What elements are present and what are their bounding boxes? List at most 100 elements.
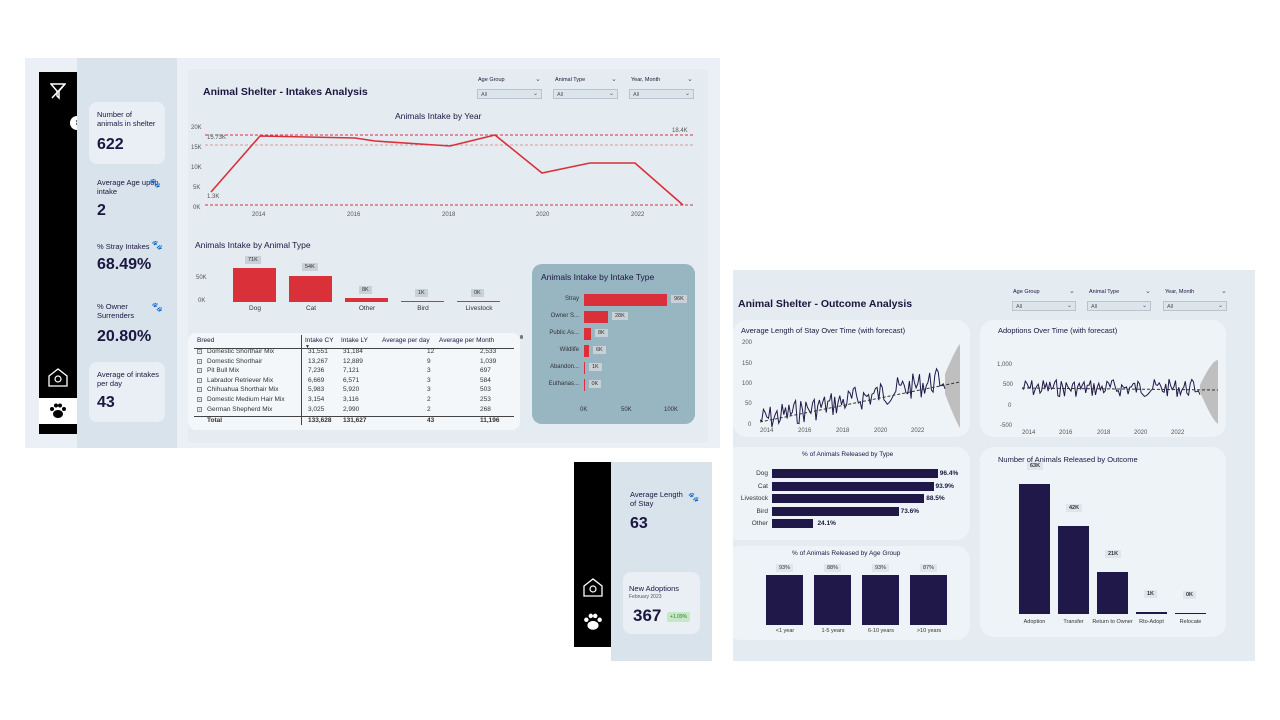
column-divider: [301, 335, 302, 425]
column-header[interactable]: Average per day: [382, 337, 430, 344]
expand-icon[interactable]: +: [197, 387, 202, 393]
slicer-animal-type[interactable]: All ⌄: [553, 89, 618, 99]
x-tick: 2020: [874, 428, 888, 434]
table-row[interactable]: + Pit Bull Mix 7,236 7,121 3 697: [188, 367, 520, 376]
released-age-bar[interactable]: [910, 575, 947, 625]
table-cell: 7,121: [343, 367, 360, 375]
expand-icon[interactable]: +: [197, 397, 202, 402]
column-header[interactable]: Intake CY: [305, 337, 334, 344]
kpi-label: Average Length of Stay: [630, 490, 683, 508]
released-type-bar[interactable]: [772, 506, 899, 516]
table-cell: Labrador Retriever Mix: [207, 376, 274, 384]
table-cell: 6,669: [308, 376, 325, 384]
category-label: Euthanas...: [548, 381, 579, 387]
expand-icon[interactable]: +: [197, 349, 202, 354]
table-row[interactable]: + Labrador Retriever Mix 6,669 6,571 3 584: [188, 377, 520, 386]
chevron-down-icon: ⌄: [532, 91, 538, 97]
x-tick: 2014: [252, 212, 266, 218]
slicer-label-age-group: Age Group: [1013, 289, 1040, 295]
x-tick: 2018: [1097, 430, 1111, 436]
paw-icon[interactable]: [583, 612, 603, 632]
slicer-age-group[interactable]: All ⌄: [1012, 301, 1076, 311]
chevron-down-icon[interactable]: ⌄: [1221, 288, 1227, 295]
chevron-down-icon[interactable]: ⌄: [687, 76, 693, 83]
released-age-bar[interactable]: [814, 575, 851, 625]
intake-type-bar[interactable]: [584, 362, 585, 374]
table-cell: 6,571: [343, 376, 360, 384]
header-divider: [194, 348, 514, 349]
expand-icon[interactable]: +: [197, 358, 202, 364]
released-type-bar[interactable]: [772, 481, 934, 491]
dog-house-icon[interactable]: [582, 576, 604, 598]
chevron-down-icon[interactable]: ⌄: [1069, 288, 1075, 295]
category-label: Bird: [756, 507, 768, 515]
expand-icon[interactable]: +: [197, 406, 202, 412]
trend-line: [1022, 387, 1218, 391]
bar-cat[interactable]: [289, 276, 332, 302]
sort-desc-icon: ▼: [305, 344, 310, 350]
table-row[interactable]: + Domestic Shorthair Mix 31,551 31,184 12 2,5…: [188, 348, 520, 357]
max-annotation: 18.4K: [672, 128, 688, 134]
bar-livestock[interactable]: [457, 301, 500, 302]
intake-type-bar[interactable]: [584, 294, 667, 306]
kpi-card-owner-surrenders: % Owner Surrenders 🐾 20.80%: [89, 294, 165, 356]
chevron-down-icon: ⌄: [1141, 303, 1147, 309]
slicer-year-month[interactable]: All ⌄: [1163, 301, 1227, 311]
released-type-bar[interactable]: [772, 469, 938, 478]
column-header[interactable]: Intake LY: [341, 337, 368, 344]
table-row[interactable]: + Domestic Medium Hair Mix 3,154 3,116 2 253: [188, 396, 520, 405]
released-outcome-bar[interactable]: [1097, 572, 1128, 614]
released-outcome-bar[interactable]: [1019, 484, 1050, 614]
category-label: >10 years: [916, 628, 942, 634]
column-header[interactable]: Average per Month: [439, 337, 495, 344]
slicer-value: All: [1091, 304, 1098, 310]
intake-type-bar[interactable]: [584, 345, 589, 357]
slicer-label-year-month: Year, Month: [1165, 289, 1195, 295]
chevron-down-icon[interactable]: ⌄: [1145, 288, 1151, 295]
column-header[interactable]: Breed: [197, 337, 215, 344]
chevron-down-icon[interactable]: ⌄: [611, 76, 617, 83]
paw-nav-icon[interactable]: [39, 398, 77, 424]
table-cell: 3,116: [343, 396, 359, 403]
category-label: Other: [358, 305, 376, 312]
bar-data-label: 24.1%: [817, 520, 836, 527]
slicer-age-group[interactable]: All ⌄: [477, 89, 542, 99]
y-tick: 1,000: [997, 362, 1013, 368]
slicer-animal-type[interactable]: All ⌄: [1087, 301, 1151, 311]
bar-other[interactable]: [345, 298, 388, 302]
released-type-bar[interactable]: [772, 494, 925, 503]
intake-type-chart-title: Animals Intake by Intake Type: [541, 272, 655, 282]
x-tick: 2022: [911, 428, 925, 434]
x-tick: 2020: [536, 212, 550, 218]
chevron-down-icon[interactable]: ⌄: [535, 76, 541, 83]
x-tick: 2016: [1059, 430, 1073, 436]
dog-house-icon[interactable]: [47, 366, 69, 388]
expand-icon[interactable]: +: [197, 377, 202, 383]
bar-data-label: 96.4%: [939, 470, 959, 477]
bar-data-label: 88%: [824, 564, 842, 572]
released-outcome-bar[interactable]: [1058, 526, 1089, 614]
table-row[interactable]: + Domestic Shorthair 13,267 12,889 9 1,039: [188, 358, 520, 367]
slicer-year-month[interactable]: All ⌄: [629, 89, 694, 99]
table-row[interactable]: + Chihuahua Shorthair Mix 5,983 5,920 3 503: [188, 386, 520, 395]
intake-type-bar[interactable]: [584, 328, 591, 340]
bar-data-label: 6K: [593, 346, 606, 354]
released-age-bar[interactable]: [766, 575, 803, 625]
bar-bird[interactable]: [401, 301, 444, 302]
kpi-value: 367: [633, 606, 662, 625]
released-age-bar[interactable]: [862, 575, 899, 625]
bar-data-label: 1K: [415, 289, 428, 297]
intake-type-bar[interactable]: [584, 379, 585, 391]
released-outcome-bar[interactable]: [1136, 612, 1167, 614]
table-row[interactable]: + German Shepherd Mix 3,025 2,990 2 268: [188, 406, 520, 415]
expand-icon[interactable]: +: [197, 368, 202, 374]
bar-dog[interactable]: [233, 268, 276, 302]
intake-type-bar[interactable]: [584, 311, 608, 323]
total-cell: 133,628: [308, 417, 332, 424]
released-outcome-bar[interactable]: [1175, 613, 1206, 614]
scrollbar[interactable]: [520, 335, 523, 339]
category-label: Wildlife: [559, 347, 579, 353]
outcome-dashboard: Animal Shelter - Outcome Analysis Age Gr…: [733, 270, 1255, 661]
released-type-bar[interactable]: [772, 519, 814, 528]
filter-clear-icon[interactable]: [50, 82, 66, 100]
